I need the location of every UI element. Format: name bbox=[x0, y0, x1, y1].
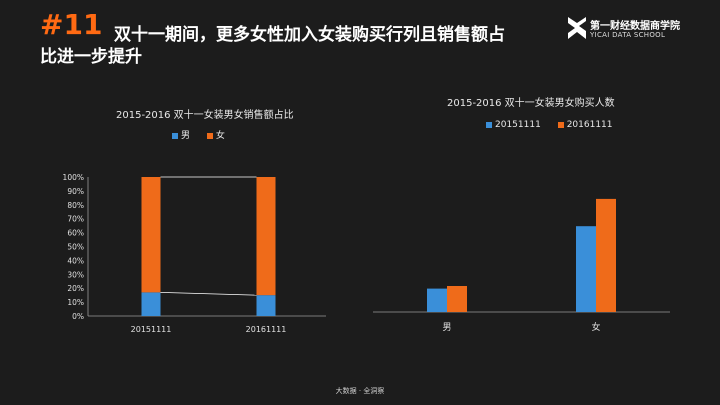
chart1-ytick-label: 0% bbox=[72, 312, 84, 321]
chart1-ytick-label: 40% bbox=[67, 256, 84, 265]
chart2-svg: 男女 bbox=[373, 198, 670, 333]
chart1-legend: 男 女 bbox=[172, 128, 239, 141]
chart1-ytick-label: 50% bbox=[67, 243, 84, 252]
chart1-bar-female bbox=[141, 177, 161, 293]
chart2-legend-2015: 20151111 bbox=[486, 120, 541, 130]
chart1-xtick-label: 20151111 bbox=[131, 325, 172, 334]
footer: 大数据 · 全洞察 bbox=[335, 387, 385, 395]
chart1-xtick-label: 20161111 bbox=[246, 325, 287, 334]
chart1-ytick-label: 90% bbox=[67, 187, 84, 196]
chart1-legend-female: 女 bbox=[206, 128, 225, 141]
yicai-logo-icon bbox=[568, 17, 586, 39]
chart1-ytick-label: 80% bbox=[67, 201, 84, 210]
slide-title-line2: 比进一步提升 bbox=[40, 47, 142, 67]
chart2-xtick-label: 男 bbox=[442, 322, 451, 333]
logo: 第一财经数据商学院 YICAI DATA SCHOOL bbox=[566, 15, 716, 45]
chart2-bar-20161111 bbox=[447, 286, 467, 312]
logo-subtitle: YICAI DATA SCHOOL bbox=[590, 31, 666, 39]
slide-title-line1: 双十一期间，更多女性加入女装购买行列且销售额占 bbox=[114, 25, 505, 45]
chart2-legend: 20151111 20161111 bbox=[486, 120, 627, 130]
chart1-ytick-label: 30% bbox=[67, 270, 84, 279]
chart1-ytick-label: 100% bbox=[63, 173, 84, 182]
chart1-title: 2015-2016 双十一女装男女销售额占比 bbox=[116, 110, 294, 121]
chart2-bar-20151111 bbox=[427, 288, 447, 312]
chart1-bar-male bbox=[141, 292, 161, 316]
chart2-bar-20151111 bbox=[576, 226, 596, 312]
chart1-ytick-label: 10% bbox=[67, 298, 84, 307]
chart2-title: 2015-2016 双十一女装男女购买人数 bbox=[447, 98, 615, 109]
chart2-xtick-label: 女 bbox=[591, 321, 600, 333]
chart2-bar-20161111 bbox=[596, 198, 616, 312]
chart1-svg: 0% 10% 20% 30% 40% 50% 60% 70% 80% 90% 100% 2015111… bbox=[63, 173, 326, 334]
chart1-legend-male: 男 bbox=[172, 128, 190, 141]
chart1-connector-male bbox=[160, 292, 257, 296]
chart1-ytick-label: 70% bbox=[67, 215, 84, 224]
slide-number: #11 bbox=[40, 8, 103, 41]
chart1-ytick-label: 60% bbox=[67, 229, 84, 238]
chart1-bar-female bbox=[256, 177, 276, 296]
chart1-bar-male bbox=[256, 295, 276, 316]
chart1-ytick-label: 20% bbox=[67, 284, 84, 293]
chart2-legend-2016: 20161111 bbox=[557, 120, 613, 130]
logo-name: 第一财经数据商学院 bbox=[590, 21, 680, 32]
